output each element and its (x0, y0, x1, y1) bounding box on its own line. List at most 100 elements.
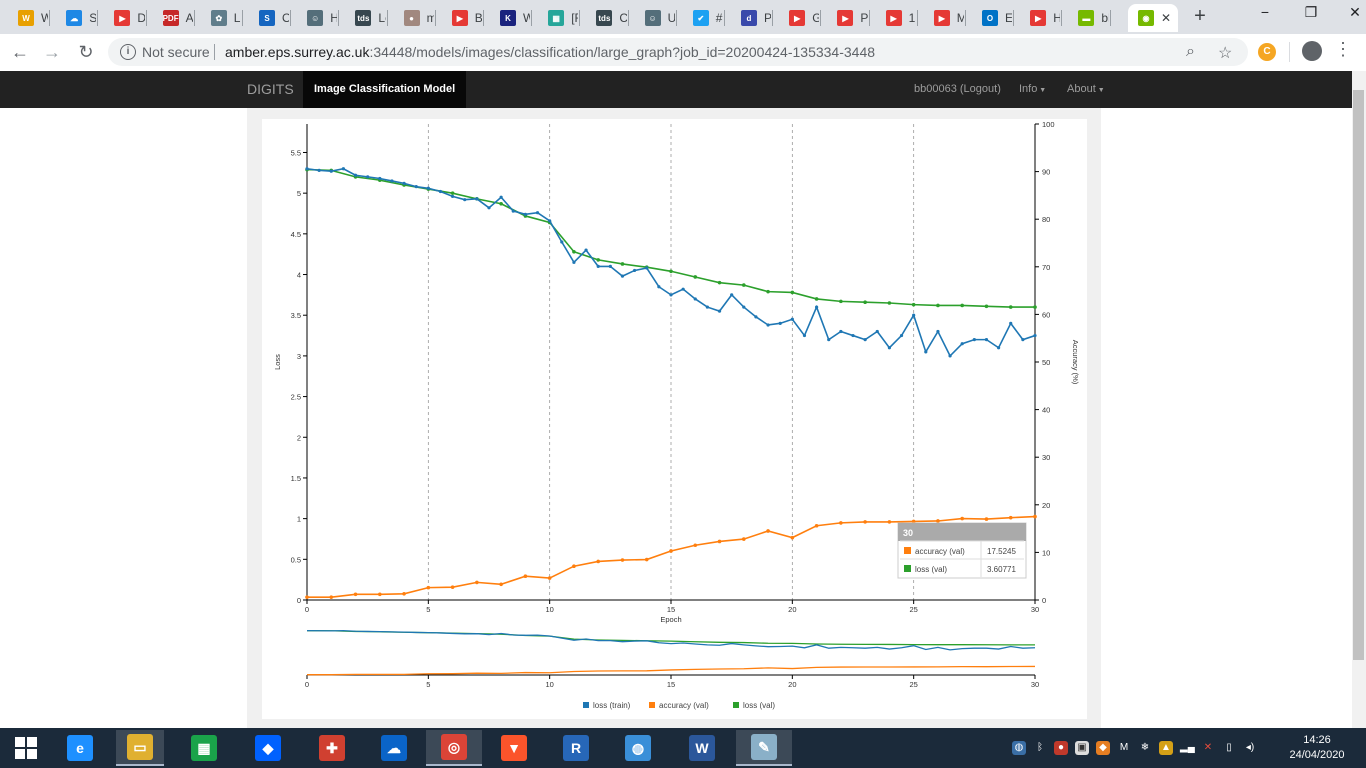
overview-brush[interactable] (307, 620, 1035, 675)
data-point[interactable] (596, 559, 600, 564)
network-app-icon[interactable]: ◍ (1012, 741, 1026, 755)
zoom-icon[interactable]: ⌕ (1186, 43, 1195, 60)
data-point[interactable] (912, 313, 916, 317)
data-point[interactable] (669, 293, 673, 297)
data-point[interactable] (778, 321, 782, 325)
browser-tab[interactable]: ▶ M (918, 4, 964, 32)
browser-tab[interactable]: ▶ P (821, 4, 868, 32)
url-text[interactable]: amber.eps.surrey.ac.uk:34448/models/imag… (225, 44, 875, 60)
taskbar-edge-button[interactable]: e (56, 730, 104, 766)
data-point[interactable] (717, 309, 722, 313)
bookmark-star-icon[interactable]: ☆ (1218, 45, 1233, 62)
mail-icon[interactable]: M (1119, 742, 1129, 753)
data-point[interactable] (863, 520, 867, 524)
browser-tab[interactable]: d Pı (725, 4, 771, 32)
browser-tab[interactable]: ▶ G (773, 4, 819, 32)
close-window-button[interactable]: ✕ (1349, 4, 1361, 20)
browser-tab[interactable]: ✿ Lc (195, 4, 241, 32)
taskbar-store-button[interactable]: ▦ (180, 730, 228, 766)
info-icon[interactable]: i (120, 44, 136, 60)
taskbar-paint-button[interactable]: ✚ (308, 730, 356, 766)
data-point[interactable] (390, 179, 394, 183)
clock[interactable]: 14:26 24/04/2020 (1284, 733, 1350, 763)
browser-tab[interactable]: ☁ SI (50, 4, 96, 32)
model-page-link[interactable]: Image Classification Model (303, 71, 467, 108)
data-point[interactable] (814, 523, 819, 528)
data-point[interactable] (1008, 515, 1013, 520)
data-point[interactable] (620, 558, 625, 562)
data-point[interactable] (499, 195, 503, 199)
data-point[interactable] (754, 315, 758, 319)
legend-swatch[interactable] (583, 702, 589, 708)
data-point[interactable] (960, 342, 964, 346)
back-icon[interactable]: ← (11, 42, 29, 62)
data-point[interactable] (305, 595, 309, 599)
data-point[interactable] (341, 167, 345, 171)
info-menu[interactable]: Info ▼ (1019, 83, 1046, 95)
data-point[interactable] (596, 264, 600, 268)
data-point[interactable] (863, 300, 867, 304)
data-point[interactable] (669, 269, 673, 274)
data-point[interactable] (766, 323, 770, 327)
data-point[interactable] (1008, 305, 1013, 309)
data-point[interactable] (463, 198, 467, 202)
data-point[interactable] (596, 258, 600, 262)
close-tab-icon[interactable]: ✕ (1161, 11, 1172, 25)
data-point[interactable] (657, 285, 661, 289)
data-point[interactable] (863, 338, 867, 342)
profile-avatar-icon[interactable] (1302, 41, 1322, 61)
data-point[interactable] (547, 576, 552, 580)
browser-tab[interactable]: ▶ H (1014, 4, 1060, 32)
data-point[interactable] (450, 191, 455, 195)
data-point[interactable] (790, 535, 795, 540)
scrollbar-thumb[interactable] (1353, 90, 1364, 660)
browser-tab[interactable]: PDF A (147, 4, 193, 32)
address-bar[interactable]: i Not secure amber.eps.surrey.ac.uk:3444… (108, 38, 1248, 66)
data-point[interactable] (899, 333, 904, 338)
taskbar-word-button[interactable]: W (678, 730, 726, 766)
browser-tab[interactable]: ☺ U (629, 4, 675, 32)
data-point[interactable] (366, 175, 370, 179)
data-point[interactable] (1033, 333, 1037, 338)
data-point[interactable] (378, 176, 382, 181)
data-point[interactable] (426, 585, 431, 590)
extension-icon[interactable]: C (1258, 43, 1276, 61)
data-point[interactable] (572, 249, 576, 254)
data-point[interactable] (644, 557, 649, 562)
data-point[interactable] (705, 305, 709, 309)
browser-tab[interactable]: ☺ H (291, 4, 337, 32)
browser-tab[interactable]: ● m (388, 4, 434, 32)
data-point[interactable] (329, 169, 333, 173)
data-point[interactable] (717, 539, 722, 544)
data-point[interactable] (560, 240, 564, 244)
menu-kebab-icon[interactable]: ⋮ (1334, 39, 1352, 59)
restore-button[interactable]: ❐ (1304, 4, 1318, 20)
data-point[interactable] (815, 305, 819, 309)
data-point[interactable] (475, 197, 479, 201)
browser-tab[interactable]: ▶ 1! (870, 4, 916, 32)
browser-tab[interactable]: ▶ D (98, 4, 145, 32)
data-point[interactable] (717, 280, 722, 285)
browser-tab[interactable]: ▦ [F (532, 4, 578, 32)
training-graph[interactable]: 00.511.522.533.544.555.50102030405060708… (262, 119, 1087, 719)
data-point[interactable] (353, 173, 358, 177)
no-network-icon[interactable]: ✕ (1203, 742, 1213, 753)
signal-icon[interactable]: ▂▄ (1180, 742, 1195, 753)
new-tab-button[interactable]: + (1194, 5, 1206, 27)
taskbar-brave-button[interactable]: ▼ (490, 730, 538, 766)
data-point[interactable] (523, 574, 528, 578)
snowflake-icon[interactable]: ❄ (1140, 742, 1150, 753)
taskbar-vpn-button[interactable]: ◍ (614, 730, 662, 766)
about-menu[interactable]: About ▼ (1067, 83, 1105, 95)
data-point[interactable] (851, 333, 855, 338)
data-point[interactable] (1009, 321, 1013, 325)
data-point[interactable] (839, 521, 843, 525)
data-point[interactable] (742, 305, 746, 309)
brand-link[interactable]: DIGITS (247, 81, 294, 97)
data-point[interactable] (535, 211, 540, 215)
data-point[interactable] (305, 167, 309, 171)
data-point[interactable] (1021, 338, 1025, 342)
data-point[interactable] (693, 297, 697, 301)
